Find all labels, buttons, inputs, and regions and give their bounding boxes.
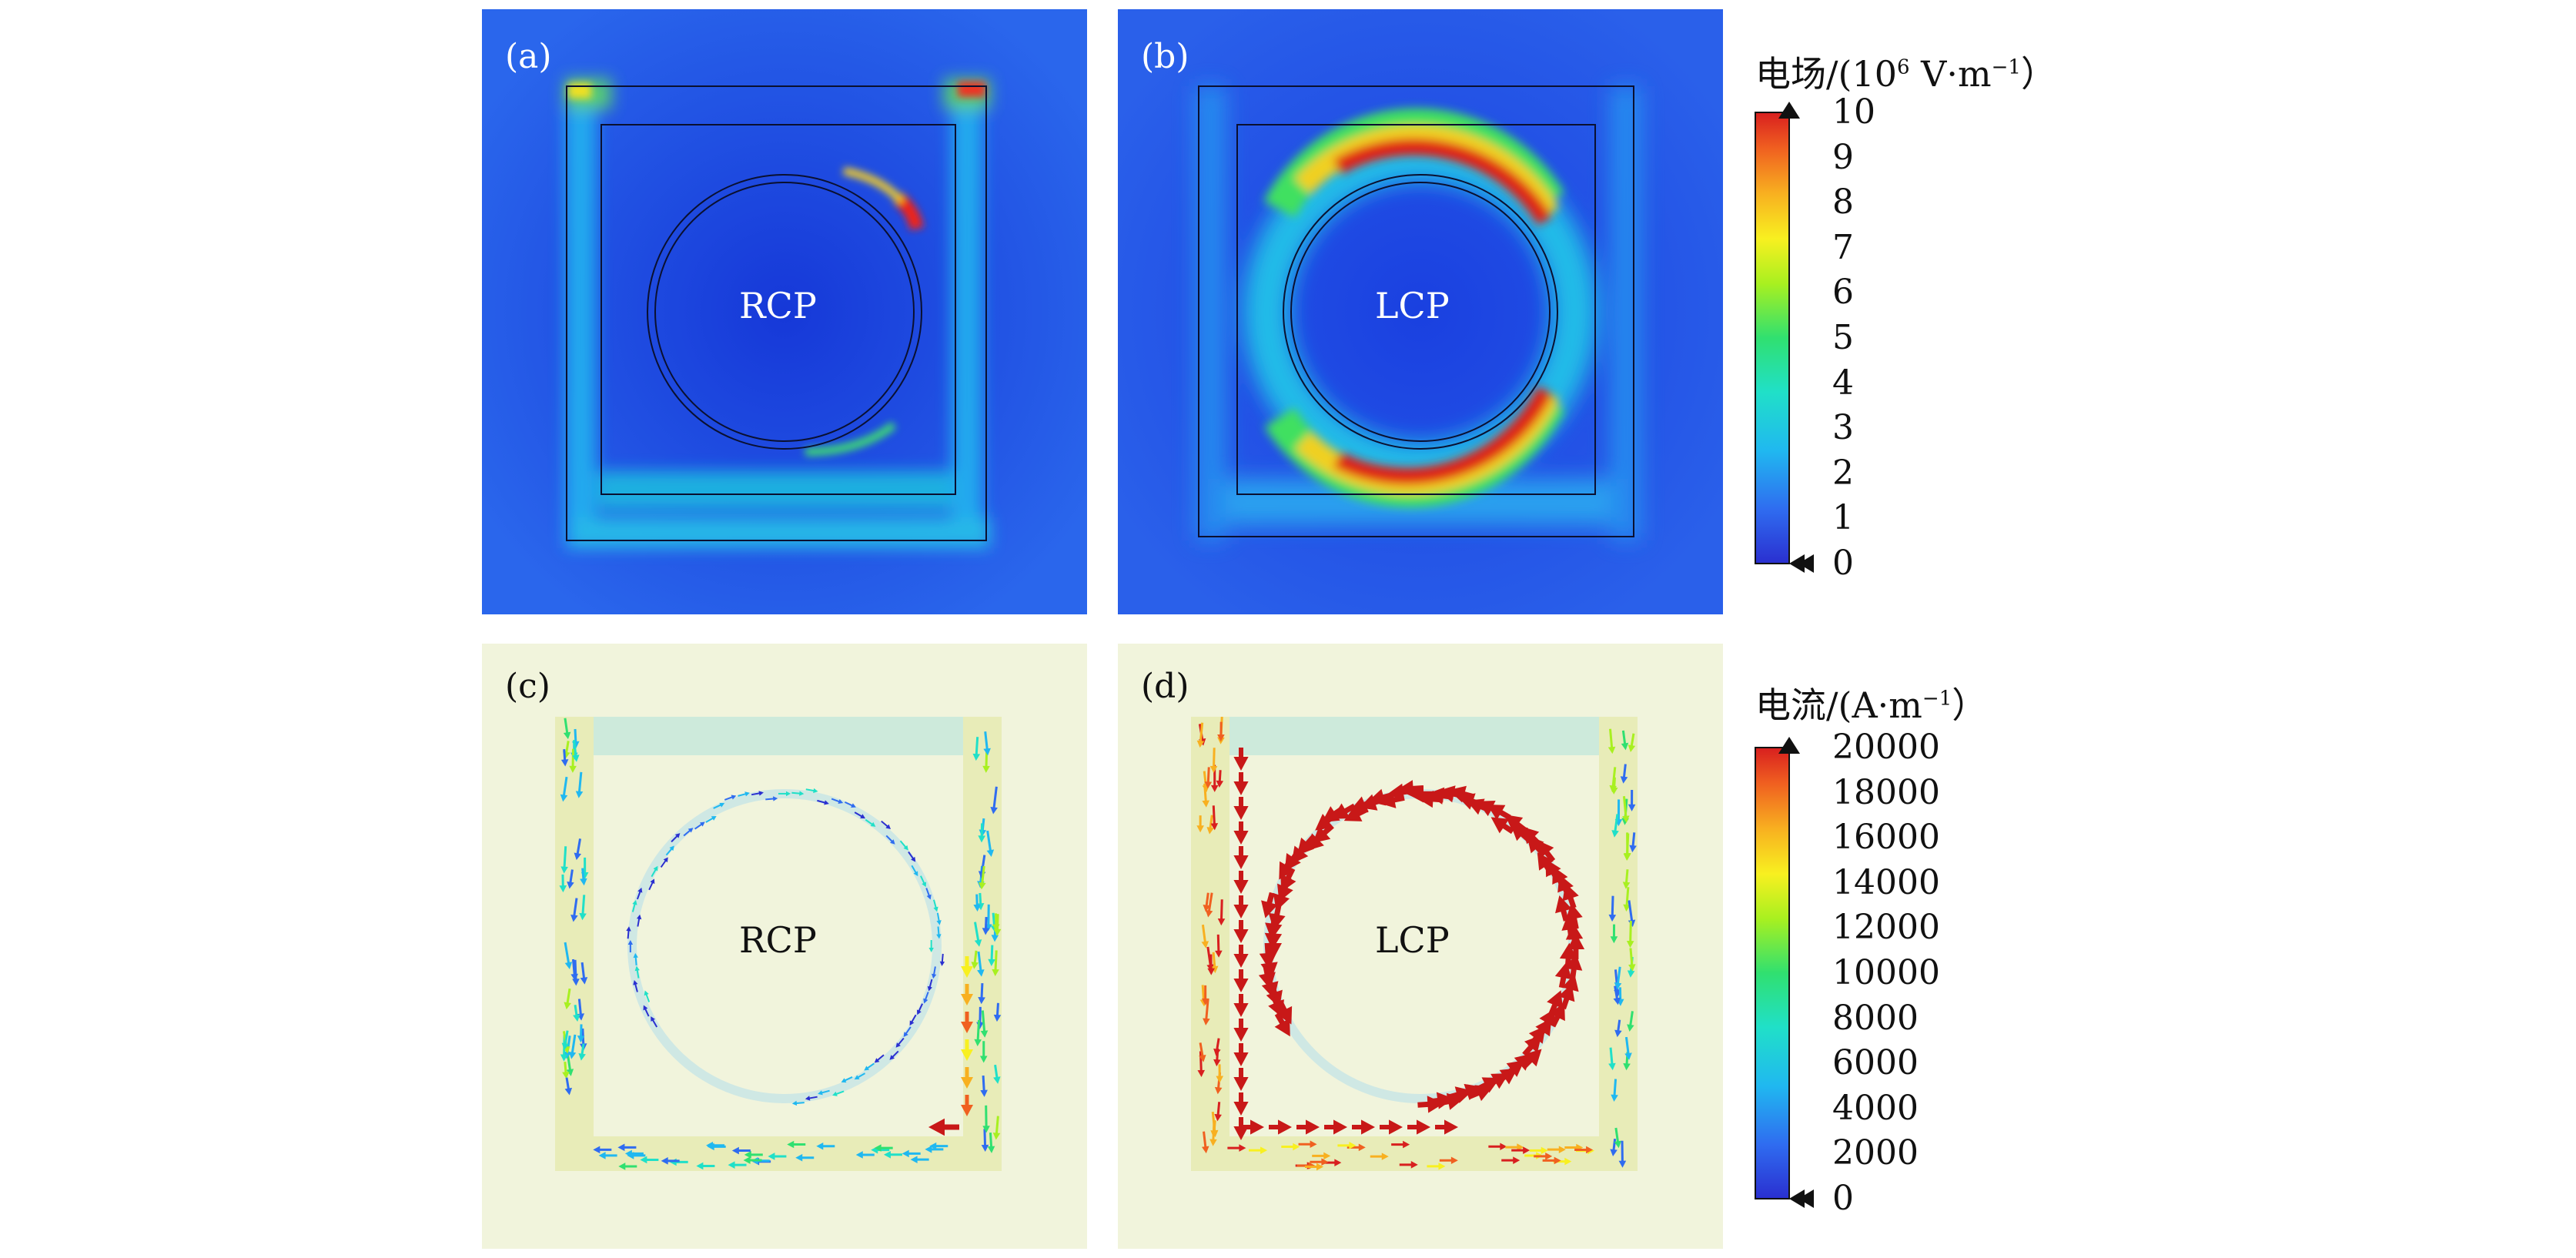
colorbar-tick-label: 0 — [1832, 1179, 1854, 1218]
colorbar-tick-label: 2 — [1832, 453, 1854, 493]
panel-tag: (d) — [1141, 667, 1189, 706]
colorbar-tick-label: 4000 — [1832, 1088, 1919, 1128]
colorbar-tick-label: 10000 — [1832, 953, 1940, 992]
colorbar-tick-label: 4 — [1832, 363, 1854, 403]
colorbar-tick-label: 9 — [1832, 137, 1854, 177]
colorbar-tick-label: 1 — [1832, 498, 1854, 538]
current-map-lcp — [1118, 644, 1723, 1249]
colorbar-tick-label: 2000 — [1832, 1133, 1919, 1173]
colorbar-tick-label: 10 — [1832, 92, 1875, 132]
polarization-label: LCP — [1375, 285, 1450, 326]
panel-c-current-rcp: (c) RCP — [482, 644, 1087, 1249]
colorbar-tick-label: 6 — [1832, 273, 1854, 313]
polarization-label: LCP — [1375, 919, 1450, 961]
efield-colorbar-title: 电场/(106 V·m−1） — [1755, 53, 2056, 95]
efield-map-rcp — [482, 9, 1087, 614]
colorbar-tick-label: 7 — [1832, 227, 1854, 267]
colorbar-tick-label: 6000 — [1832, 1043, 1919, 1083]
colorbar-tick-label: 16000 — [1832, 818, 1940, 858]
panel-a-field-rcp: (a) RCP — [482, 9, 1087, 614]
efield-colorbar — [1755, 102, 1814, 573]
min-triangle-icon — [1789, 554, 1805, 573]
colorbar-tick-label: 20000 — [1832, 728, 1940, 767]
colorbar-tick-label: 14000 — [1832, 862, 1940, 902]
colorbar-tick-label: 0 — [1832, 544, 1854, 583]
current-colorbar-title: 电流/(A·m−1） — [1755, 684, 1988, 726]
colorbar-tick-label: 5 — [1832, 318, 1854, 357]
efield-map-lcp — [1118, 9, 1723, 614]
polarization-label: RCP — [739, 919, 817, 961]
colorbar-tick-label: 12000 — [1832, 908, 1940, 948]
colorbar-tick-label: 8000 — [1832, 998, 1919, 1038]
panel-tag: (a) — [505, 37, 552, 76]
colorbar-tick-label: 18000 — [1832, 772, 1940, 812]
colorbar-tick-label: 3 — [1832, 408, 1854, 448]
current-map-rcp — [482, 644, 1087, 1249]
panel-b-field-lcp: (b) LCP — [1118, 9, 1723, 614]
panel-tag: (c) — [505, 667, 550, 706]
max-triangle-icon — [1778, 737, 1800, 754]
panel-d-current-lcp: (d) LCP — [1118, 644, 1723, 1249]
polarization-label: RCP — [739, 285, 817, 326]
min-triangle-icon — [1789, 1189, 1805, 1208]
panel-tag: (b) — [1141, 37, 1189, 76]
current-colorbar — [1755, 737, 1814, 1208]
max-triangle-icon — [1778, 102, 1800, 119]
colorbar-tick-label: 8 — [1832, 182, 1854, 222]
